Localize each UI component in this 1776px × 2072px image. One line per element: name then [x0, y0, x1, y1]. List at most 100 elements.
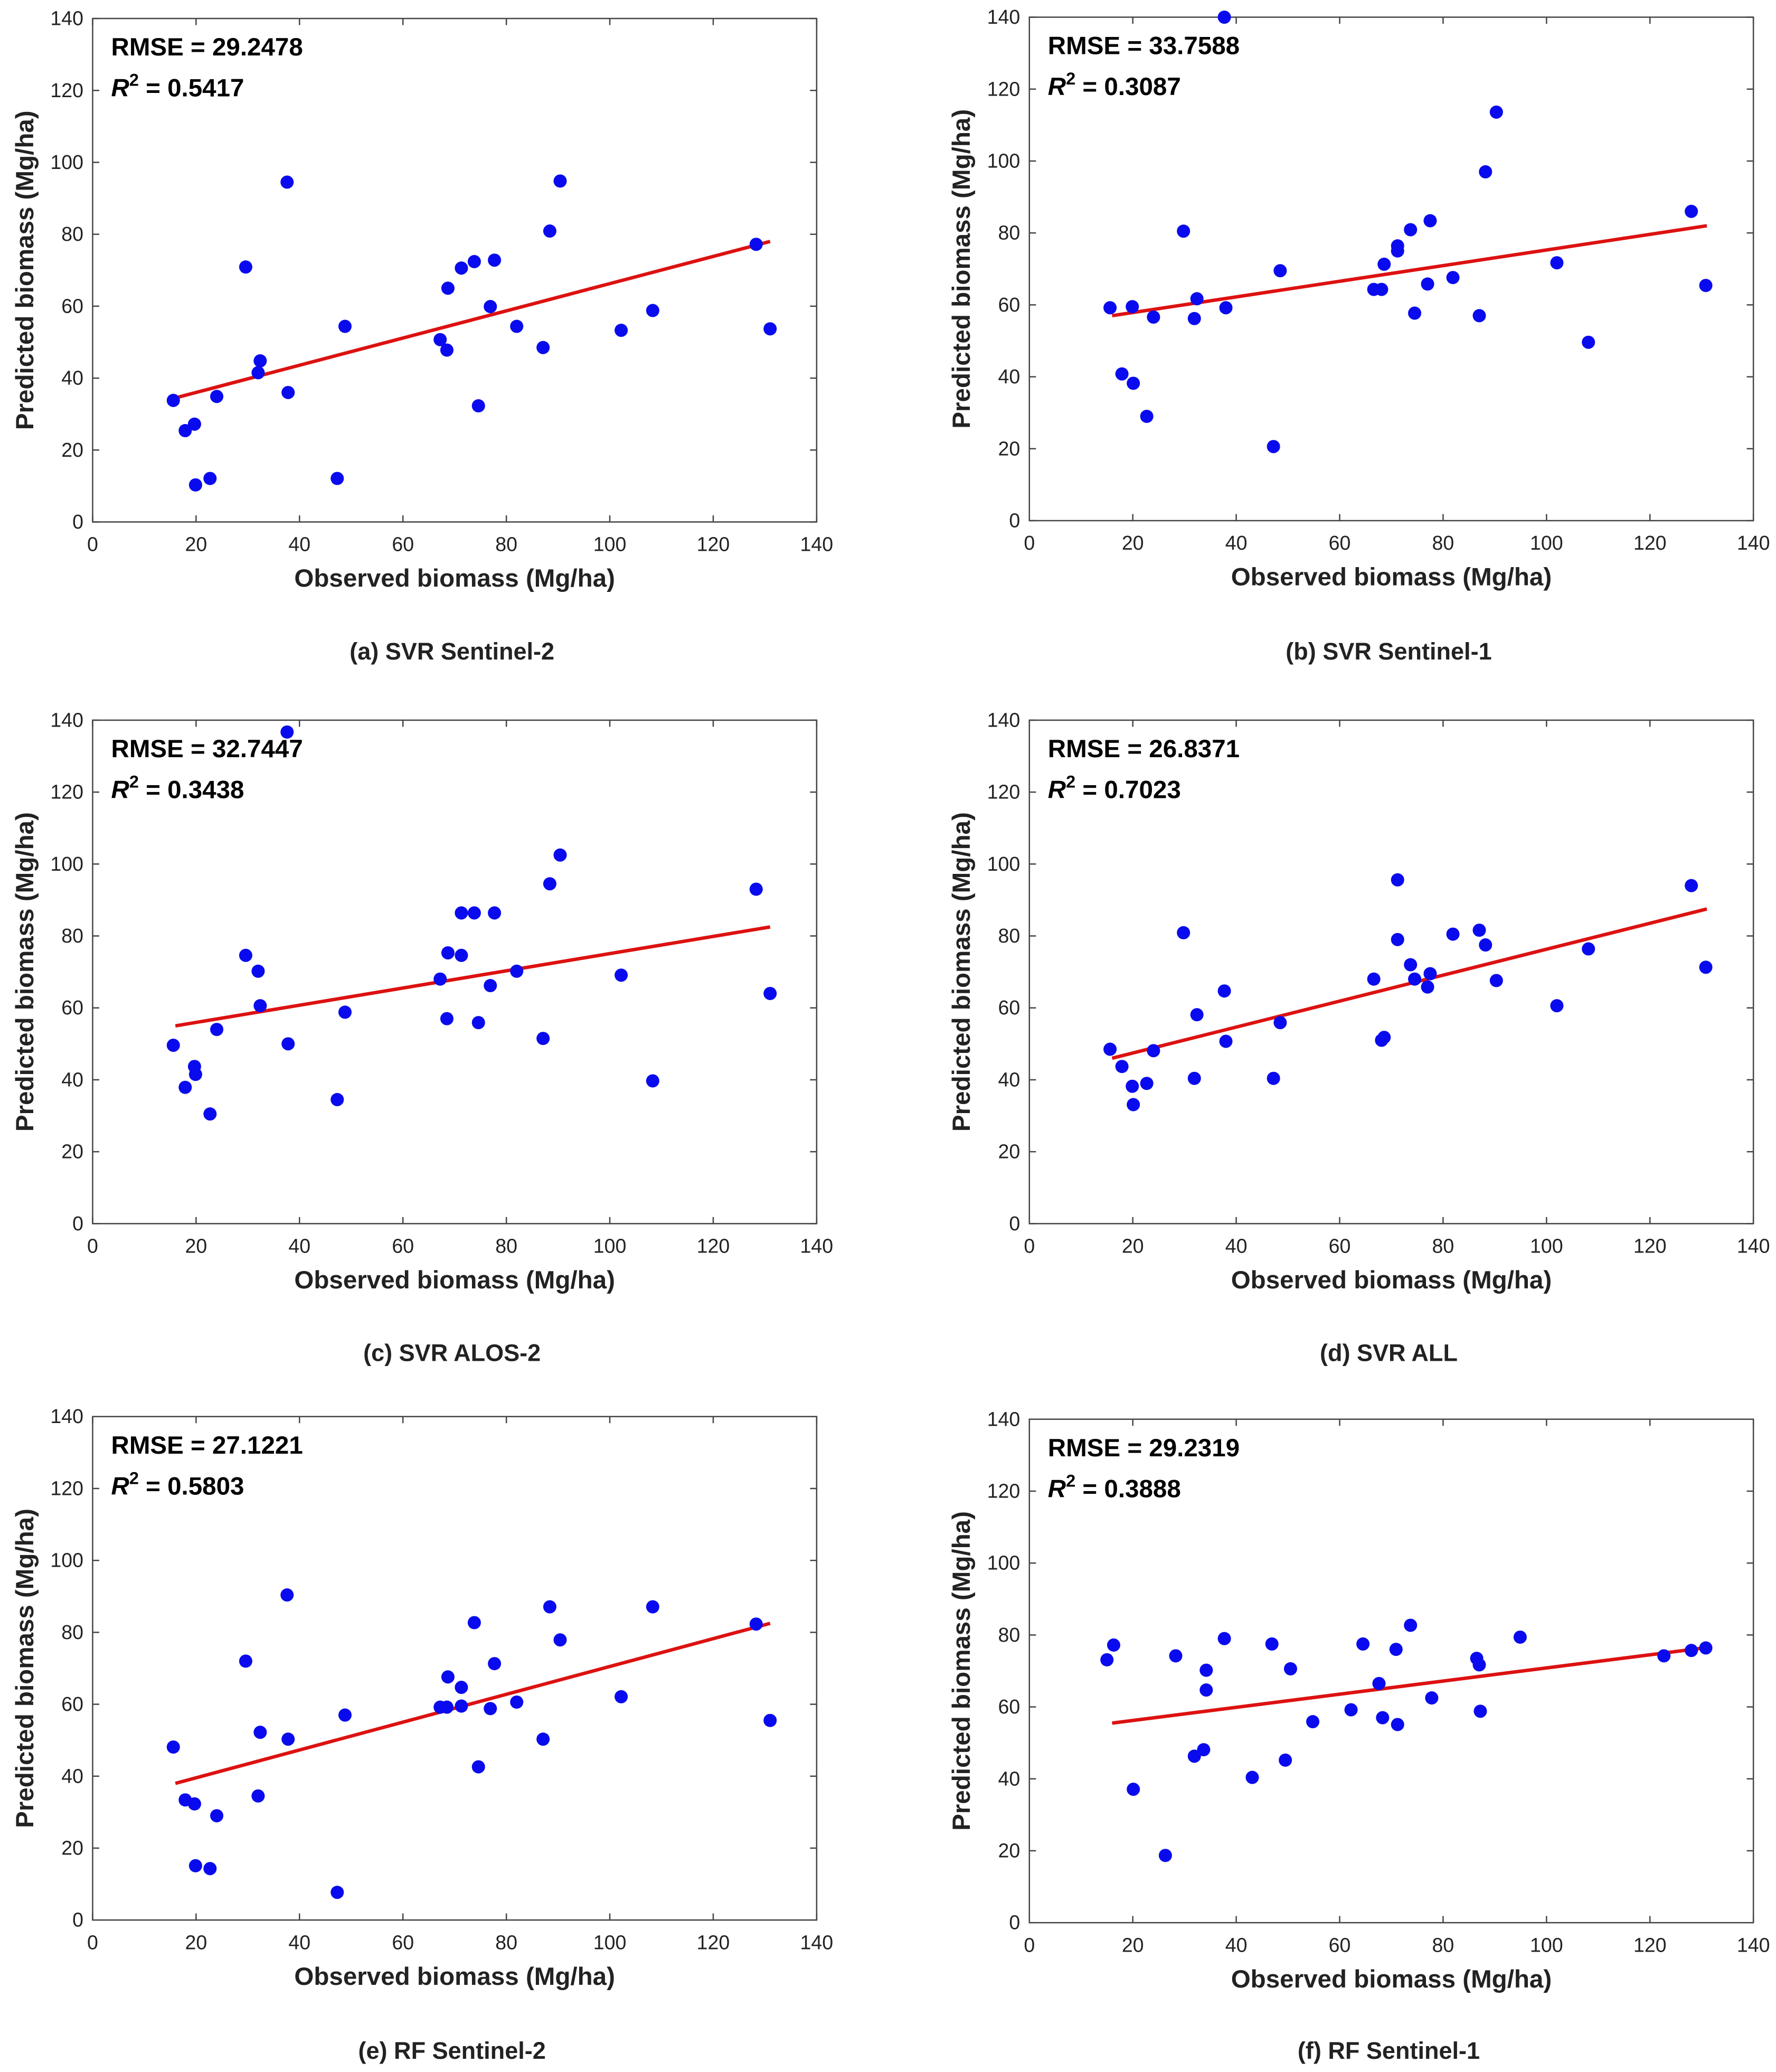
data-point: [543, 877, 556, 891]
data-point: [203, 472, 217, 485]
y-tick-label: 60: [61, 996, 83, 1019]
data-point: [178, 424, 192, 438]
data-point: [1391, 933, 1404, 946]
data-point: [510, 1695, 524, 1709]
r-squared-label: R2 = 0.5803: [111, 1468, 244, 1500]
data-point: [1479, 165, 1492, 178]
r-symbol: R: [1048, 1475, 1066, 1503]
y-axis-label: Predicted biomass (Mg/ha): [11, 1509, 39, 1828]
x-tick-label: 80: [495, 533, 517, 555]
y-tick-label: 140: [50, 7, 83, 30]
data-point: [553, 1633, 567, 1647]
y-tick-label: 0: [72, 1212, 83, 1235]
r-superscript: 2: [129, 1468, 139, 1487]
data-point: [543, 1600, 556, 1614]
data-point: [1685, 1644, 1698, 1657]
data-point: [1489, 974, 1503, 987]
data-point: [433, 972, 447, 986]
data-point: [536, 1732, 550, 1746]
data-point: [1169, 1649, 1183, 1663]
r-squared-value: = 0.7023: [1075, 776, 1181, 804]
data-point: [281, 1037, 295, 1051]
y-tick-label: 80: [61, 1621, 83, 1643]
x-tick-label: 140: [800, 533, 834, 555]
panel-caption: (e) RF Sentinel-2: [358, 2037, 546, 2064]
data-point: [203, 1107, 217, 1121]
r-superscript: 2: [129, 71, 139, 90]
x-tick-label: 120: [697, 1235, 730, 1257]
regression-line: [1111, 907, 1707, 1060]
data-point: [1408, 306, 1422, 320]
data-point: [253, 354, 267, 368]
data-point: [1140, 1077, 1154, 1090]
data-point: [1217, 1632, 1231, 1645]
data-point: [187, 417, 201, 431]
x-tick-label: 100: [593, 533, 627, 555]
data-point: [1699, 1641, 1713, 1655]
y-axis-label: Predicted biomass (Mg/ha): [948, 1511, 976, 1831]
data-point: [1582, 942, 1595, 956]
y-tick-label: 40: [998, 1068, 1021, 1090]
y-tick-label: 60: [998, 294, 1021, 316]
y-tick-label: 40: [61, 1068, 83, 1090]
data-point: [338, 1005, 352, 1019]
rmse-label: RMSE = 27.1221: [111, 1431, 303, 1459]
y-tick-label: 100: [50, 151, 83, 173]
data-point: [1372, 1677, 1386, 1690]
x-tick-label: 0: [1024, 1934, 1035, 1956]
y-tick-label: 140: [987, 709, 1021, 731]
data-point: [1489, 105, 1503, 119]
x-tick-label: 60: [1329, 1235, 1351, 1257]
data-point: [1550, 999, 1564, 1013]
data-point: [536, 341, 550, 354]
regression-line: [175, 925, 771, 1028]
x-tick-label: 140: [1737, 1934, 1770, 1956]
x-tick-label: 40: [1225, 1235, 1248, 1257]
r-symbol: R: [111, 776, 129, 804]
data-point: [1472, 1658, 1486, 1672]
x-tick-label: 100: [1530, 532, 1563, 554]
data-point: [253, 999, 267, 1013]
data-point: [1126, 300, 1139, 314]
x-tick-label: 80: [495, 1235, 517, 1257]
x-tick-label: 80: [1432, 1934, 1454, 1956]
scatter-panel-b: 0 20 40 60 80 100 120 140 0 20 40 60 80 100 120 140 Obse…: [948, 6, 1770, 665]
x-tick-label: 100: [1530, 1934, 1563, 1956]
data-point: [1344, 1703, 1358, 1717]
r-squared-value: = 0.3087: [1075, 73, 1181, 101]
r-symbol: R: [111, 1472, 129, 1500]
r-squared-value: = 0.3888: [1075, 1475, 1181, 1503]
x-tick-label: 100: [593, 1931, 627, 1953]
data-point: [467, 1616, 481, 1630]
regression-line: [175, 240, 771, 400]
x-tick-label: 60: [1329, 532, 1351, 554]
data-point: [646, 1600, 659, 1614]
x-tick-label: 140: [1737, 532, 1770, 554]
y-tick-label: 40: [998, 365, 1021, 388]
x-tick-label: 80: [1432, 1235, 1454, 1257]
x-tick-label: 0: [87, 533, 98, 555]
data-point: [615, 323, 628, 337]
y-axis-label: Predicted biomass (Mg/ha): [948, 812, 976, 1132]
x-tick-label: 120: [1633, 1934, 1667, 1956]
plot-area: [1028, 1418, 1754, 1924]
data-point: [1404, 1618, 1418, 1632]
regression-line: [1112, 1645, 1707, 1725]
data-point: [330, 1092, 344, 1106]
data-point: [1158, 1849, 1172, 1862]
data-point: [441, 946, 455, 960]
y-tick-label: 20: [998, 1141, 1021, 1163]
x-tick-label: 40: [288, 533, 310, 555]
data-point: [440, 1012, 454, 1025]
r-symbol: R: [1048, 776, 1066, 804]
x-tick-label: 140: [1737, 1235, 1770, 1257]
data-point: [471, 1016, 485, 1030]
data-point: [281, 385, 295, 399]
x-tick-label: 40: [1225, 532, 1248, 554]
data-point: [1190, 292, 1204, 306]
data-point: [239, 1654, 252, 1668]
y-tick-label: 80: [998, 1624, 1021, 1646]
data-point: [1685, 204, 1698, 218]
data-point: [178, 1080, 192, 1094]
x-tick-label: 60: [1329, 1934, 1351, 1956]
